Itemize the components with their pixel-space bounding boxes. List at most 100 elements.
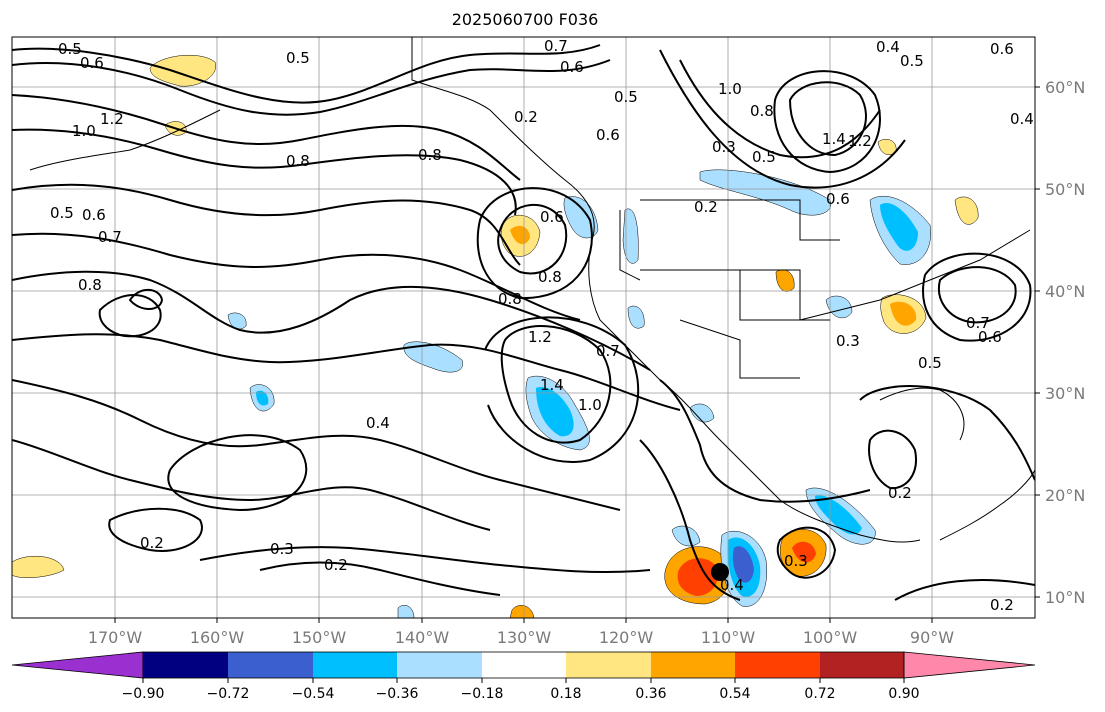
contour-label: 1.2 <box>100 110 124 128</box>
contour-label: 0.2 <box>888 484 912 502</box>
colorbar-tick-label: −0.18 <box>461 686 504 702</box>
shade-negative <box>825 295 853 319</box>
colorbar-extend-high <box>903 651 1036 679</box>
colorbar-extend-low <box>11 651 144 679</box>
lon-tick-label: 110°W <box>701 628 756 647</box>
contour-label: 0.6 <box>560 58 584 76</box>
contour-label: 0.3 <box>836 332 860 350</box>
colorbar: −0.90 −0.72 −0.54 −0.36 −0.18 0.18 0.36 … <box>11 651 1036 702</box>
lat-tick-label: 20°N <box>1045 486 1085 505</box>
shade-positive <box>510 225 530 245</box>
shade-positive <box>149 55 216 87</box>
shade-positive <box>677 558 718 596</box>
shade-negative <box>671 525 701 547</box>
contour-label: 0.2 <box>324 556 348 574</box>
contour-label: 0.7 <box>98 228 122 246</box>
lon-axis <box>114 618 933 623</box>
contour-label: 0.7 <box>596 342 620 360</box>
lat-tick-label: 40°N <box>1045 282 1085 301</box>
colorbar-tick-label: 0.72 <box>804 686 835 702</box>
shade-negative <box>627 305 645 329</box>
shade-negative <box>397 605 415 618</box>
shade-positive <box>954 196 979 225</box>
contour-label: 1.0 <box>718 80 742 98</box>
contour-label: 1.2 <box>528 328 552 346</box>
shade-negative <box>256 390 269 406</box>
contour-label: 1.4 <box>822 130 846 148</box>
contour-label: 0.5 <box>752 148 776 166</box>
contour-label: 0.7 <box>966 314 990 332</box>
map-title: 2025060700 F036 <box>451 10 599 29</box>
contour-label-layer: 0.5 0.6 0.5 0.7 0.6 0.4 0.5 0.6 1.2 1.0 … <box>50 37 1034 614</box>
contour-label: 0.5 <box>58 40 82 58</box>
colorbar-tick-label: −0.36 <box>376 686 419 702</box>
shade-positive <box>12 556 65 578</box>
shade-negative <box>227 312 247 330</box>
contour-label: 0.2 <box>514 108 538 126</box>
contour-label: 0.4 <box>1010 110 1034 128</box>
colorbar-tick-label: −0.54 <box>292 686 335 702</box>
colorbar-segment <box>651 652 735 678</box>
lon-tick-label: 150°W <box>292 628 347 647</box>
contour-label: 0.6 <box>540 208 564 226</box>
contour-label: 0.2 <box>990 596 1014 614</box>
colorbar-segment <box>143 652 228 678</box>
shade-negative <box>815 495 862 535</box>
colorbar-segment <box>735 652 820 678</box>
colorbar-tick-label: −0.90 <box>122 686 165 702</box>
contour-label: 0.4 <box>876 38 900 56</box>
contour-label: 0.3 <box>270 540 294 558</box>
contour-label: 0.3 <box>784 552 808 570</box>
contour-label: 0.5 <box>900 52 924 70</box>
contour-label: 0.2 <box>140 534 164 552</box>
contour-label: 0.6 <box>990 40 1014 58</box>
contour-label: 0.5 <box>50 204 74 222</box>
contour-label: 0.6 <box>82 206 106 224</box>
shade-positive <box>775 269 795 292</box>
shading-layer <box>12 55 979 618</box>
shade-negative <box>536 386 574 437</box>
contour-label: 0.2 <box>694 198 718 216</box>
contour-label: 0.8 <box>538 268 562 286</box>
lat-tick-label: 60°N <box>1045 78 1085 97</box>
shade-positive <box>509 605 535 618</box>
storm-center-marker <box>711 563 729 581</box>
colorbar-tick-label: 0.90 <box>888 686 919 702</box>
shade-negative <box>689 403 715 423</box>
colorbar-segment <box>313 652 397 678</box>
colorbar-tick-label: 0.36 <box>635 686 666 702</box>
contour-label: 0.6 <box>826 190 850 208</box>
contour-label: 0.4 <box>720 576 744 594</box>
lon-tick-label: 170°W <box>88 628 143 647</box>
contour-label: 0.8 <box>750 102 774 120</box>
lat-axis <box>1035 86 1040 598</box>
contour-label: 0.6 <box>80 54 104 72</box>
lon-tick-label: 90°W <box>910 628 954 647</box>
lat-tick-label: 10°N <box>1045 588 1085 607</box>
contour-lines <box>12 44 1035 601</box>
contour-label: 0.5 <box>286 49 310 67</box>
contour-label: 0.5 <box>614 88 638 106</box>
lon-tick-label: 100°W <box>803 628 858 647</box>
colorbar-segment <box>228 652 313 678</box>
lon-tick-label: 120°W <box>599 628 654 647</box>
shade-negative <box>880 203 918 251</box>
colorbar-segment <box>820 652 904 678</box>
contour-label: 0.8 <box>418 146 442 164</box>
contour-label: 0.6 <box>596 126 620 144</box>
lat-tick-label: 30°N <box>1045 384 1085 403</box>
colorbar-tick-label: 0.54 <box>719 686 750 702</box>
contour-label: 0.7 <box>544 37 568 55</box>
colorbar-segment <box>397 652 482 678</box>
shade-negative <box>403 341 463 373</box>
colorbar-outline <box>142 651 905 679</box>
shade-negative <box>732 546 754 583</box>
lon-tick-label: 140°W <box>395 628 450 647</box>
contour-label: 0.8 <box>286 152 310 170</box>
contour-label: 0.3 <box>712 138 736 156</box>
lat-tick-label: 50°N <box>1045 180 1085 199</box>
shade-negative <box>622 208 639 264</box>
colorbar-segment <box>566 652 651 678</box>
contour-label: 0.8 <box>498 290 522 308</box>
